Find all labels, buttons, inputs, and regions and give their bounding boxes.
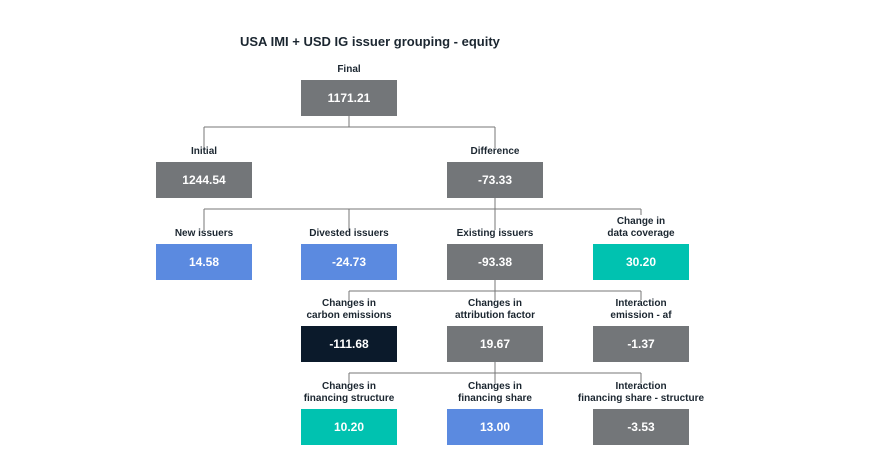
node-initial: Initial 1244.54 xyxy=(156,146,252,198)
node-financing-structure: Changes in financing structure 10.20 xyxy=(301,381,397,445)
node-carbon-emissions: Changes in carbon emissions -111.68 xyxy=(301,298,397,362)
node-attribution-factor-label: Changes in attribution factor xyxy=(455,298,535,321)
node-new-issuers: New issuers 14.58 xyxy=(156,228,252,280)
node-new-issuers-label: New issuers xyxy=(174,228,234,239)
node-divested-issuers-value: -24.73 xyxy=(301,244,397,280)
node-final-label: Final xyxy=(337,64,361,75)
node-divested-issuers: Divested issuers -24.73 xyxy=(301,228,397,280)
node-interaction-emission-af: Interaction emission - af -1.37 xyxy=(593,298,689,362)
node-initial-value: 1244.54 xyxy=(156,162,252,198)
node-carbon-emissions-value: -111.68 xyxy=(301,326,397,362)
node-existing-issuers-label: Existing issuers xyxy=(456,228,534,239)
node-interaction-emission-af-value: -1.37 xyxy=(593,326,689,362)
node-data-coverage: Change in data coverage 30.20 xyxy=(593,216,689,280)
node-difference-label: Difference xyxy=(470,146,520,157)
node-final-value: 1171.21 xyxy=(301,80,397,116)
node-final: Final 1171.21 xyxy=(301,64,397,116)
node-interaction-share-structure-label: Interaction financing share - structure xyxy=(577,381,705,404)
node-interaction-emission-af-label: Interaction emission - af xyxy=(610,298,672,321)
node-existing-issuers-value: -93.38 xyxy=(447,244,543,280)
node-data-coverage-label: Change in data coverage xyxy=(607,216,675,239)
node-divested-issuers-label: Divested issuers xyxy=(309,228,389,239)
node-new-issuers-value: 14.58 xyxy=(156,244,252,280)
node-financing-share: Changes in financing share 13.00 xyxy=(447,381,543,445)
node-attribution-factor-value: 19.67 xyxy=(447,326,543,362)
node-attribution-factor: Changes in attribution factor 19.67 xyxy=(447,298,543,362)
node-interaction-share-structure: Interaction financing share - structure … xyxy=(578,381,704,445)
node-carbon-emissions-label: Changes in carbon emissions xyxy=(306,298,392,321)
diagram-title: USA IMI + USD IG issuer grouping - equit… xyxy=(240,34,500,49)
node-interaction-share-structure-value: -3.53 xyxy=(593,409,689,445)
node-initial-label: Initial xyxy=(190,146,218,157)
node-difference: Difference -73.33 xyxy=(447,146,543,198)
node-data-coverage-value: 30.20 xyxy=(593,244,689,280)
node-financing-share-value: 13.00 xyxy=(447,409,543,445)
node-financing-share-label: Changes in financing share xyxy=(458,381,532,404)
node-existing-issuers: Existing issuers -93.38 xyxy=(447,228,543,280)
node-financing-structure-value: 10.20 xyxy=(301,409,397,445)
node-difference-value: -73.33 xyxy=(447,162,543,198)
node-financing-structure-label: Changes in financing structure xyxy=(303,381,395,404)
